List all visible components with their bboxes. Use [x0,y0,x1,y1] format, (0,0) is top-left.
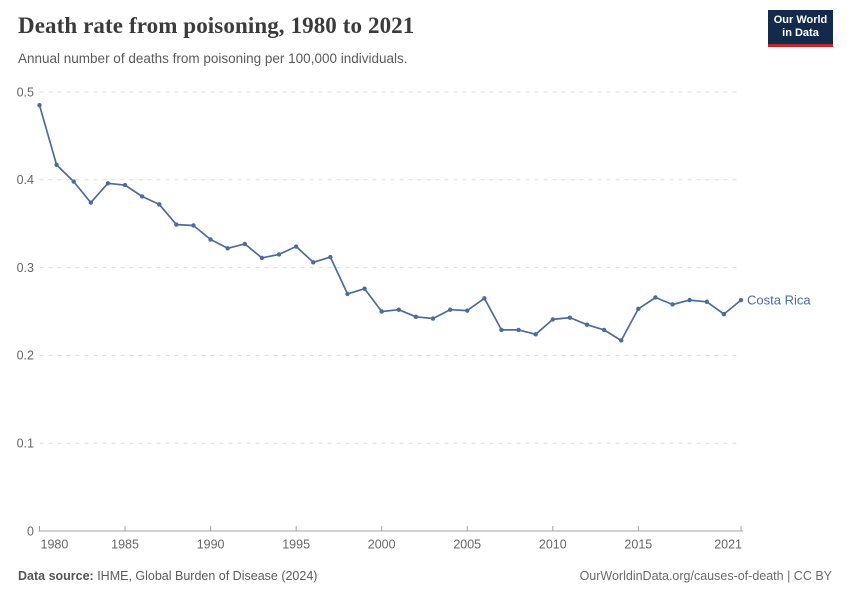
data-point[interactable] [225,246,230,251]
data-point[interactable] [447,307,453,312]
data-point[interactable] [499,327,504,333]
chart-title: Death rate from poisoning, 1980 to 2021 [18,13,415,38]
data-point[interactable] [139,194,145,199]
data-point[interactable] [191,223,196,228]
data-point[interactable] [379,309,384,314]
data-point[interactable] [54,162,59,168]
owid-logo: Our World in Data [768,10,833,47]
data-point[interactable] [550,317,555,322]
y-tick-label: 0 [27,524,34,538]
x-tick-label: 1995 [282,538,310,552]
data-point[interactable] [465,308,470,313]
data-point[interactable] [37,102,42,108]
data-point[interactable] [122,182,128,188]
chart-subtitle: Annual number of deaths from poisoning p… [18,51,408,66]
data-point[interactable] [413,314,419,319]
data-point[interactable] [208,237,213,242]
x-tick-label: 2010 [539,538,567,552]
x-tick-label: 1985 [111,538,139,552]
data-point[interactable] [738,297,744,303]
x-tick-label: 1980 [41,538,69,552]
data-point[interactable] [619,338,624,343]
data-point[interactable] [311,260,316,265]
data-point[interactable] [687,297,692,303]
data-point[interactable] [482,296,487,301]
data-point[interactable] [242,241,248,247]
data-source-text: IHME, Global Burden of Disease (2024) [93,569,318,583]
data-point[interactable] [601,327,607,333]
data-point[interactable] [71,179,76,184]
x-tick-label: 2005 [453,538,481,552]
data-source-note: Data source: IHME, Global Burden of Dise… [18,569,317,583]
data-point[interactable] [259,255,265,261]
data-point[interactable] [533,332,538,337]
data-point[interactable] [636,306,641,312]
data-point[interactable] [276,252,282,257]
series-line[interactable] [38,104,742,342]
owid-logo-line2: in Data [782,27,819,39]
y-tick-label: 0.5 [17,85,34,99]
data-point[interactable] [704,299,709,305]
data-point[interactable] [396,307,402,312]
data-point[interactable] [328,254,333,260]
credit-link: OurWorldinData.org/causes-of-death | CC … [579,569,832,583]
data-source-label: Data source: [18,569,94,583]
owid-logo-line1: Our World [773,14,828,26]
data-point[interactable] [174,222,179,227]
series-end-label[interactable]: Costa Rica [747,293,811,308]
data-point[interactable] [362,286,367,291]
x-tick-label: 2000 [368,538,396,552]
x-tick-label: 1990 [197,538,225,552]
data-point[interactable] [157,202,162,207]
x-tick-label: 2021 [714,538,742,552]
data-point[interactable] [516,327,521,333]
data-point[interactable] [567,315,573,320]
data-point[interactable] [670,302,675,307]
data-point[interactable] [88,200,94,205]
data-point[interactable] [345,291,350,297]
data-point[interactable] [430,316,436,321]
data-point[interactable] [105,181,111,186]
y-tick-label: 0.4 [17,173,34,187]
data-point[interactable] [293,244,299,249]
data-point[interactable] [721,311,727,317]
x-tick-label: 2015 [624,538,652,552]
data-point[interactable] [584,322,590,327]
y-tick-label: 0.1 [17,437,34,451]
data-point[interactable] [653,295,658,300]
y-tick-label: 0.3 [17,261,34,275]
y-tick-label: 0.2 [17,349,34,363]
